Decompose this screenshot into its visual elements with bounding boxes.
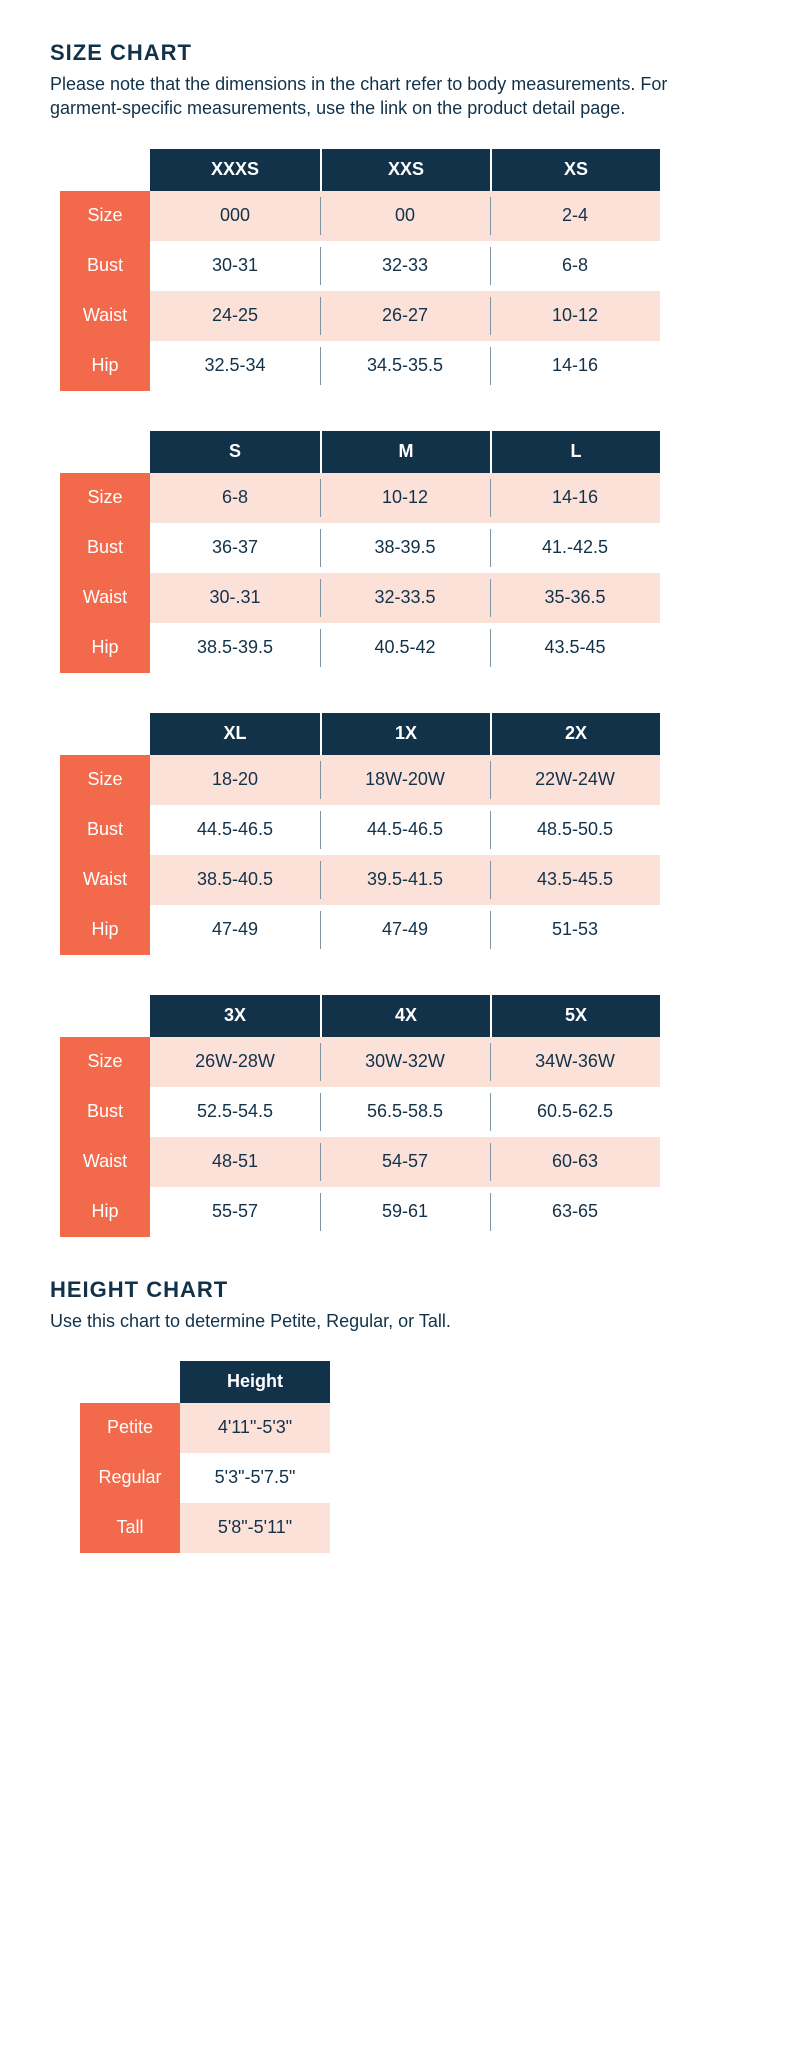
table-cell: 38.5-40.5	[150, 855, 320, 905]
row-label: Waist	[60, 855, 150, 905]
size-table: XL1X2XSize18-2018W-20W22W-24WBust44.5-46…	[60, 713, 660, 955]
table-cell: 5'3"-5'7.5"	[180, 1453, 330, 1503]
table-cell: 34.5-35.5	[320, 341, 490, 391]
table-cell: 52.5-54.5	[150, 1087, 320, 1137]
table-cell: 41.-42.5	[490, 523, 660, 573]
column-header: XXXS	[150, 149, 320, 191]
column-header: XXS	[320, 149, 490, 191]
table-cell: 40.5-42	[320, 623, 490, 673]
row-label: Hip	[60, 623, 150, 673]
table-cell: 44.5-46.5	[320, 805, 490, 855]
table-cell: 32-33	[320, 241, 490, 291]
size-chart-title: SIZE CHART	[50, 40, 750, 66]
table-cell: 44.5-46.5	[150, 805, 320, 855]
table-cell: 34W-36W	[490, 1037, 660, 1087]
size-chart-description: Please note that the dimensions in the c…	[50, 72, 690, 121]
table-cell: 22W-24W	[490, 755, 660, 805]
table-cell: 10-12	[490, 291, 660, 341]
table-cell: 54-57	[320, 1137, 490, 1187]
table-cell: 30W-32W	[320, 1037, 490, 1087]
table-cell: 14-16	[490, 341, 660, 391]
row-label: Bust	[60, 523, 150, 573]
column-header: 1X	[320, 713, 490, 755]
table-cell: 30-31	[150, 241, 320, 291]
column-header: XL	[150, 713, 320, 755]
column-header: 4X	[320, 995, 490, 1037]
table-cell: 39.5-41.5	[320, 855, 490, 905]
table-cell: 26-27	[320, 291, 490, 341]
table-cell: 36-37	[150, 523, 320, 573]
column-header: 3X	[150, 995, 320, 1037]
table-cell: 00	[320, 191, 490, 241]
row-label: Size	[60, 191, 150, 241]
column-header: 2X	[490, 713, 660, 755]
table-cell: 48-51	[150, 1137, 320, 1187]
table-cell: 38-39.5	[320, 523, 490, 573]
table-cell: 6-8	[150, 473, 320, 523]
row-label: Tall	[80, 1503, 180, 1553]
table-cell: 63-65	[490, 1187, 660, 1237]
table-corner	[60, 149, 150, 191]
table-cell: 43.5-45	[490, 623, 660, 673]
row-label: Waist	[60, 1137, 150, 1187]
table-corner	[80, 1361, 180, 1403]
row-label: Size	[60, 473, 150, 523]
row-label: Hip	[60, 1187, 150, 1237]
table-cell: 38.5-39.5	[150, 623, 320, 673]
size-table: SML Size6-810-1214-16 Bust36-3738-39.541.-…	[60, 431, 660, 673]
table-cell: 35-36.5	[490, 573, 660, 623]
table-cell: 32-33.5	[320, 573, 490, 623]
table-cell: 000	[150, 191, 320, 241]
column-header: M	[320, 431, 490, 473]
column-header: 5X	[490, 995, 660, 1037]
table-cell: 30-.31	[150, 573, 320, 623]
row-label: Hip	[60, 341, 150, 391]
table-corner	[60, 431, 150, 473]
table-cell: 18-20	[150, 755, 320, 805]
table-cell: 47-49	[320, 905, 490, 955]
row-label: Size	[60, 1037, 150, 1087]
row-label: Waist	[60, 291, 150, 341]
table-cell: 47-49	[150, 905, 320, 955]
row-label: Regular	[80, 1453, 180, 1503]
table-cell: 2-4	[490, 191, 660, 241]
height-chart-description: Use this chart to determine Petite, Regu…	[50, 1309, 690, 1333]
column-header: Height	[180, 1361, 330, 1403]
table-cell: 43.5-45.5	[490, 855, 660, 905]
table-cell: 55-57	[150, 1187, 320, 1237]
column-header: XS	[490, 149, 660, 191]
table-cell: 6-8	[490, 241, 660, 291]
height-chart-title: HEIGHT CHART	[50, 1277, 750, 1303]
table-cell: 5'8"-5'11"	[180, 1503, 330, 1553]
table-cell: 60-63	[490, 1137, 660, 1187]
table-cell: 56.5-58.5	[320, 1087, 490, 1137]
table-corner	[60, 713, 150, 755]
table-cell: 4'11"-5'3"	[180, 1403, 330, 1453]
table-cell: 59-61	[320, 1187, 490, 1237]
size-tables-container: XXXSXXSXSSize000002-4Bust30-3132-336-8Wa…	[50, 149, 750, 1237]
table-cell: 18W-20W	[320, 755, 490, 805]
table-cell: 26W-28W	[150, 1037, 320, 1087]
row-label: Bust	[60, 1087, 150, 1137]
table-cell: 32.5-34	[150, 341, 320, 391]
table-cell: 10-12	[320, 473, 490, 523]
column-header: L	[490, 431, 660, 473]
table-cell: 51-53	[490, 905, 660, 955]
table-cell: 14-16	[490, 473, 660, 523]
row-label: Waist	[60, 573, 150, 623]
table-cell: 24-25	[150, 291, 320, 341]
table-cell: 48.5-50.5	[490, 805, 660, 855]
size-table: XXXSXXSXSSize000002-4Bust30-3132-336-8Wa…	[60, 149, 660, 391]
table-corner	[60, 995, 150, 1037]
row-label: Hip	[60, 905, 150, 955]
row-label: Size	[60, 755, 150, 805]
row-label: Petite	[80, 1403, 180, 1453]
table-cell: 60.5-62.5	[490, 1087, 660, 1137]
row-label: Bust	[60, 805, 150, 855]
height-table: Height Petite 4'11"-5'3" Regular 5'3"-5'…	[80, 1361, 330, 1553]
row-label: Bust	[60, 241, 150, 291]
column-header: S	[150, 431, 320, 473]
size-table: 3X4X5X Size26W-28W30W-32W34W-36W Bust52.5-…	[60, 995, 660, 1237]
